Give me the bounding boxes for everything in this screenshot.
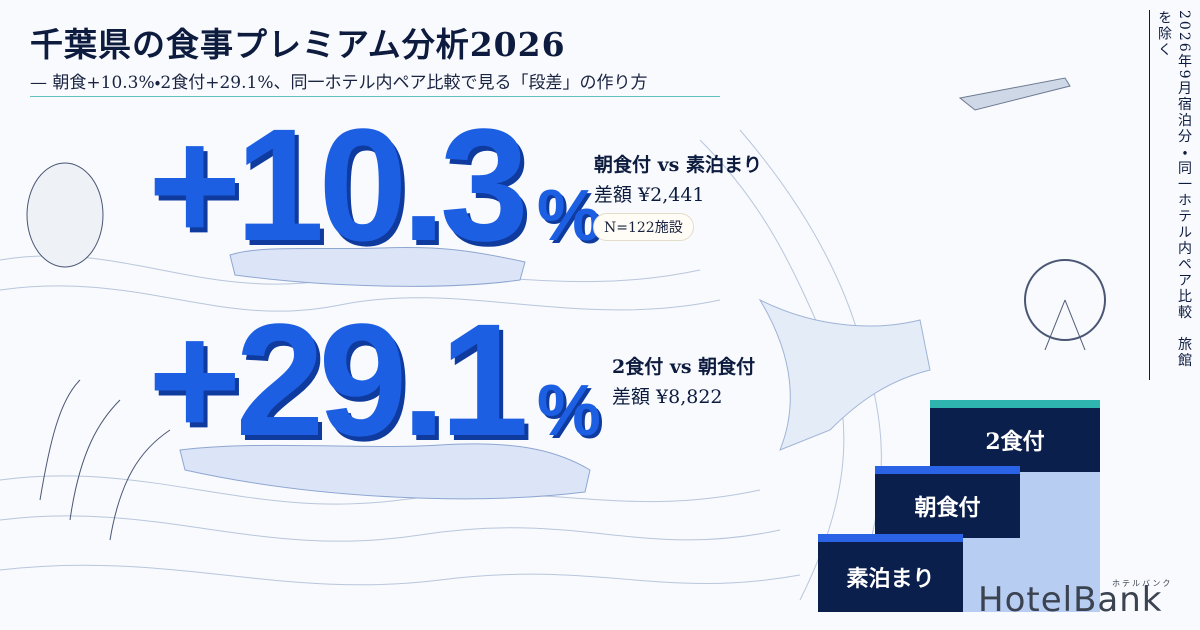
- stat-difference: 差額 ¥8,822: [612, 386, 723, 408]
- stat-comparison: 2食付 vs 朝食付: [612, 356, 756, 378]
- stat-unit: %: [536, 371, 601, 451]
- stair-step: 素泊まり: [818, 534, 963, 612]
- stair-step: 2食付: [930, 400, 1100, 472]
- stat-comparison: 朝食付 vs 素泊まり: [594, 154, 762, 176]
- subtitle: — 朝食+10.3%・2食付+29.1%、同一ホテル内ペア比較で見る「段差」の作…: [30, 73, 648, 93]
- divider: [30, 96, 720, 97]
- side-note: 2026年9月宿泊分・同一ホテル内ペア比較 旅館を除く: [1149, 10, 1194, 380]
- logo-kana: ホテルバンク: [1112, 579, 1173, 588]
- title: 千葉県の食事プレミアム分析2026: [30, 25, 566, 64]
- stat-value: +10.3: [148, 95, 529, 274]
- stat-unit: %: [536, 176, 601, 256]
- stat-big: +29.1%: [148, 300, 601, 460]
- stair-step: 朝食付: [875, 466, 1020, 538]
- stat-difference: 差額 ¥2,441: [594, 184, 705, 206]
- stat-big: +10.3%: [148, 105, 601, 265]
- logo: HotelBank: [978, 580, 1163, 620]
- stat-value: +29.1: [148, 290, 529, 469]
- sample-note: N=122施設: [593, 213, 694, 241]
